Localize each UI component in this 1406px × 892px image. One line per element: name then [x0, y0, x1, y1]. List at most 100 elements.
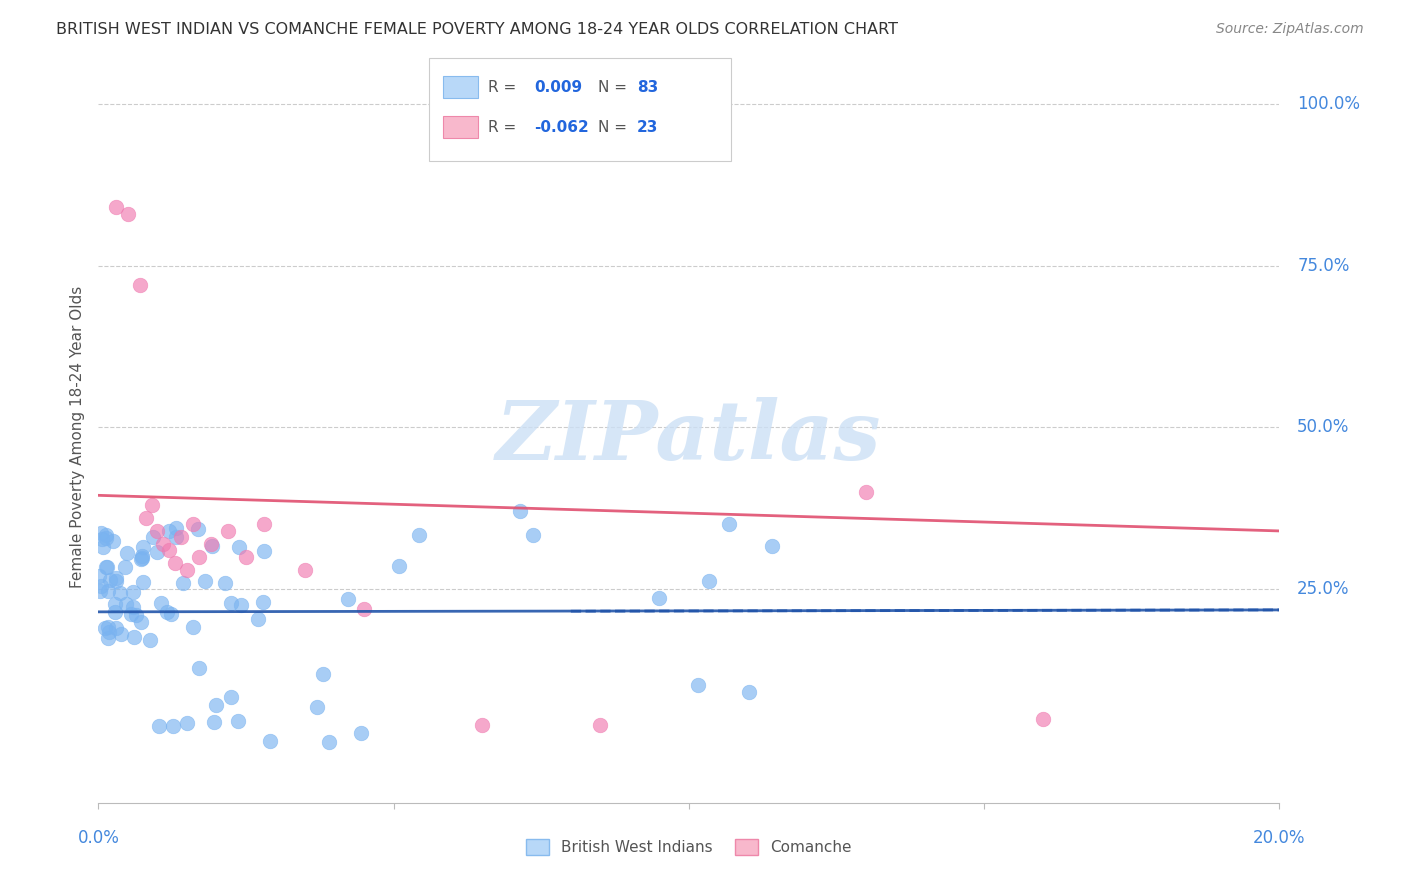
Point: [214, 576, 236, 591]
Point: [170, 530, 193, 544]
Point: [253, 517, 276, 532]
Point: [132, 574, 155, 589]
Text: ZIPatlas: ZIPatlas: [496, 397, 882, 477]
Point: [194, 574, 217, 588]
Text: 50.0%: 50.0%: [1298, 418, 1350, 436]
Text: 83: 83: [637, 80, 658, 95]
Point: [187, 661, 209, 675]
Point: [183, 620, 205, 634]
Point: [165, 521, 187, 535]
Point: [187, 549, 209, 564]
Point: [166, 530, 188, 544]
Point: [122, 585, 145, 599]
Point: [246, 612, 269, 626]
Point: [96, 559, 118, 574]
Point: [337, 591, 360, 606]
Point: [125, 608, 148, 623]
Point: [717, 516, 740, 531]
Point: [104, 621, 127, 635]
Text: R =: R =: [488, 80, 526, 95]
Point: [176, 715, 198, 730]
Point: [110, 626, 132, 640]
Point: [589, 718, 612, 732]
Point: [160, 607, 183, 622]
Text: 0.009: 0.009: [534, 80, 582, 95]
Text: 0.0%: 0.0%: [77, 829, 120, 847]
Point: [219, 690, 242, 705]
Point: [228, 541, 250, 555]
Point: [97, 584, 120, 599]
Text: 23: 23: [637, 120, 658, 135]
Point: [697, 574, 720, 588]
Point: [121, 600, 143, 615]
Point: [98, 573, 121, 587]
Point: [353, 601, 375, 615]
Point: [146, 524, 169, 538]
Point: [350, 726, 373, 740]
Point: [114, 559, 136, 574]
Point: [89, 584, 111, 599]
Text: 25.0%: 25.0%: [1298, 580, 1350, 599]
Point: [105, 574, 128, 589]
Point: [204, 698, 226, 713]
Point: [142, 530, 165, 544]
Point: [89, 568, 111, 582]
Point: [855, 485, 877, 500]
Point: [104, 598, 127, 612]
Point: [148, 719, 170, 733]
Point: [157, 524, 180, 538]
Point: [202, 715, 225, 730]
Point: [200, 537, 222, 551]
Point: [90, 533, 112, 547]
Point: [157, 543, 180, 558]
Point: [647, 591, 669, 606]
Point: [252, 594, 274, 608]
Point: [115, 546, 138, 560]
Point: [104, 605, 127, 619]
Point: [135, 511, 157, 525]
Y-axis label: Female Poverty Among 18-24 Year Olds: Female Poverty Among 18-24 Year Olds: [69, 286, 84, 588]
Point: [162, 719, 184, 733]
Point: [312, 667, 335, 681]
Point: [509, 504, 531, 518]
Legend: British West Indians, Comanche: British West Indians, Comanche: [520, 833, 858, 861]
Point: [259, 733, 281, 747]
Point: [97, 620, 120, 634]
Point: [408, 528, 430, 542]
Text: 75.0%: 75.0%: [1298, 257, 1350, 275]
Point: [1032, 712, 1054, 726]
Point: [761, 539, 783, 553]
Point: [94, 528, 117, 542]
Point: [172, 576, 194, 591]
Point: [131, 550, 153, 565]
Point: [688, 678, 710, 692]
Point: [156, 605, 179, 619]
Text: 100.0%: 100.0%: [1298, 95, 1360, 112]
Point: [229, 598, 252, 612]
Point: [145, 545, 167, 559]
Point: [105, 200, 128, 214]
Text: R =: R =: [488, 120, 522, 135]
Point: [90, 579, 112, 593]
Point: [149, 596, 172, 610]
Point: [217, 524, 239, 538]
Point: [90, 525, 112, 540]
Text: Source: ZipAtlas.com: Source: ZipAtlas.com: [1216, 22, 1364, 37]
Point: [91, 540, 114, 554]
Point: [226, 714, 249, 728]
Point: [307, 699, 329, 714]
Text: N =: N =: [598, 120, 631, 135]
Point: [104, 571, 127, 585]
Point: [128, 277, 150, 292]
Point: [738, 685, 761, 699]
Point: [522, 528, 544, 542]
Point: [97, 631, 120, 645]
Point: [294, 563, 316, 577]
Point: [131, 549, 153, 563]
Point: [138, 633, 160, 648]
Point: [388, 558, 411, 573]
Point: [165, 557, 187, 571]
Point: [108, 586, 131, 600]
Point: [101, 533, 124, 548]
Point: [131, 552, 153, 566]
